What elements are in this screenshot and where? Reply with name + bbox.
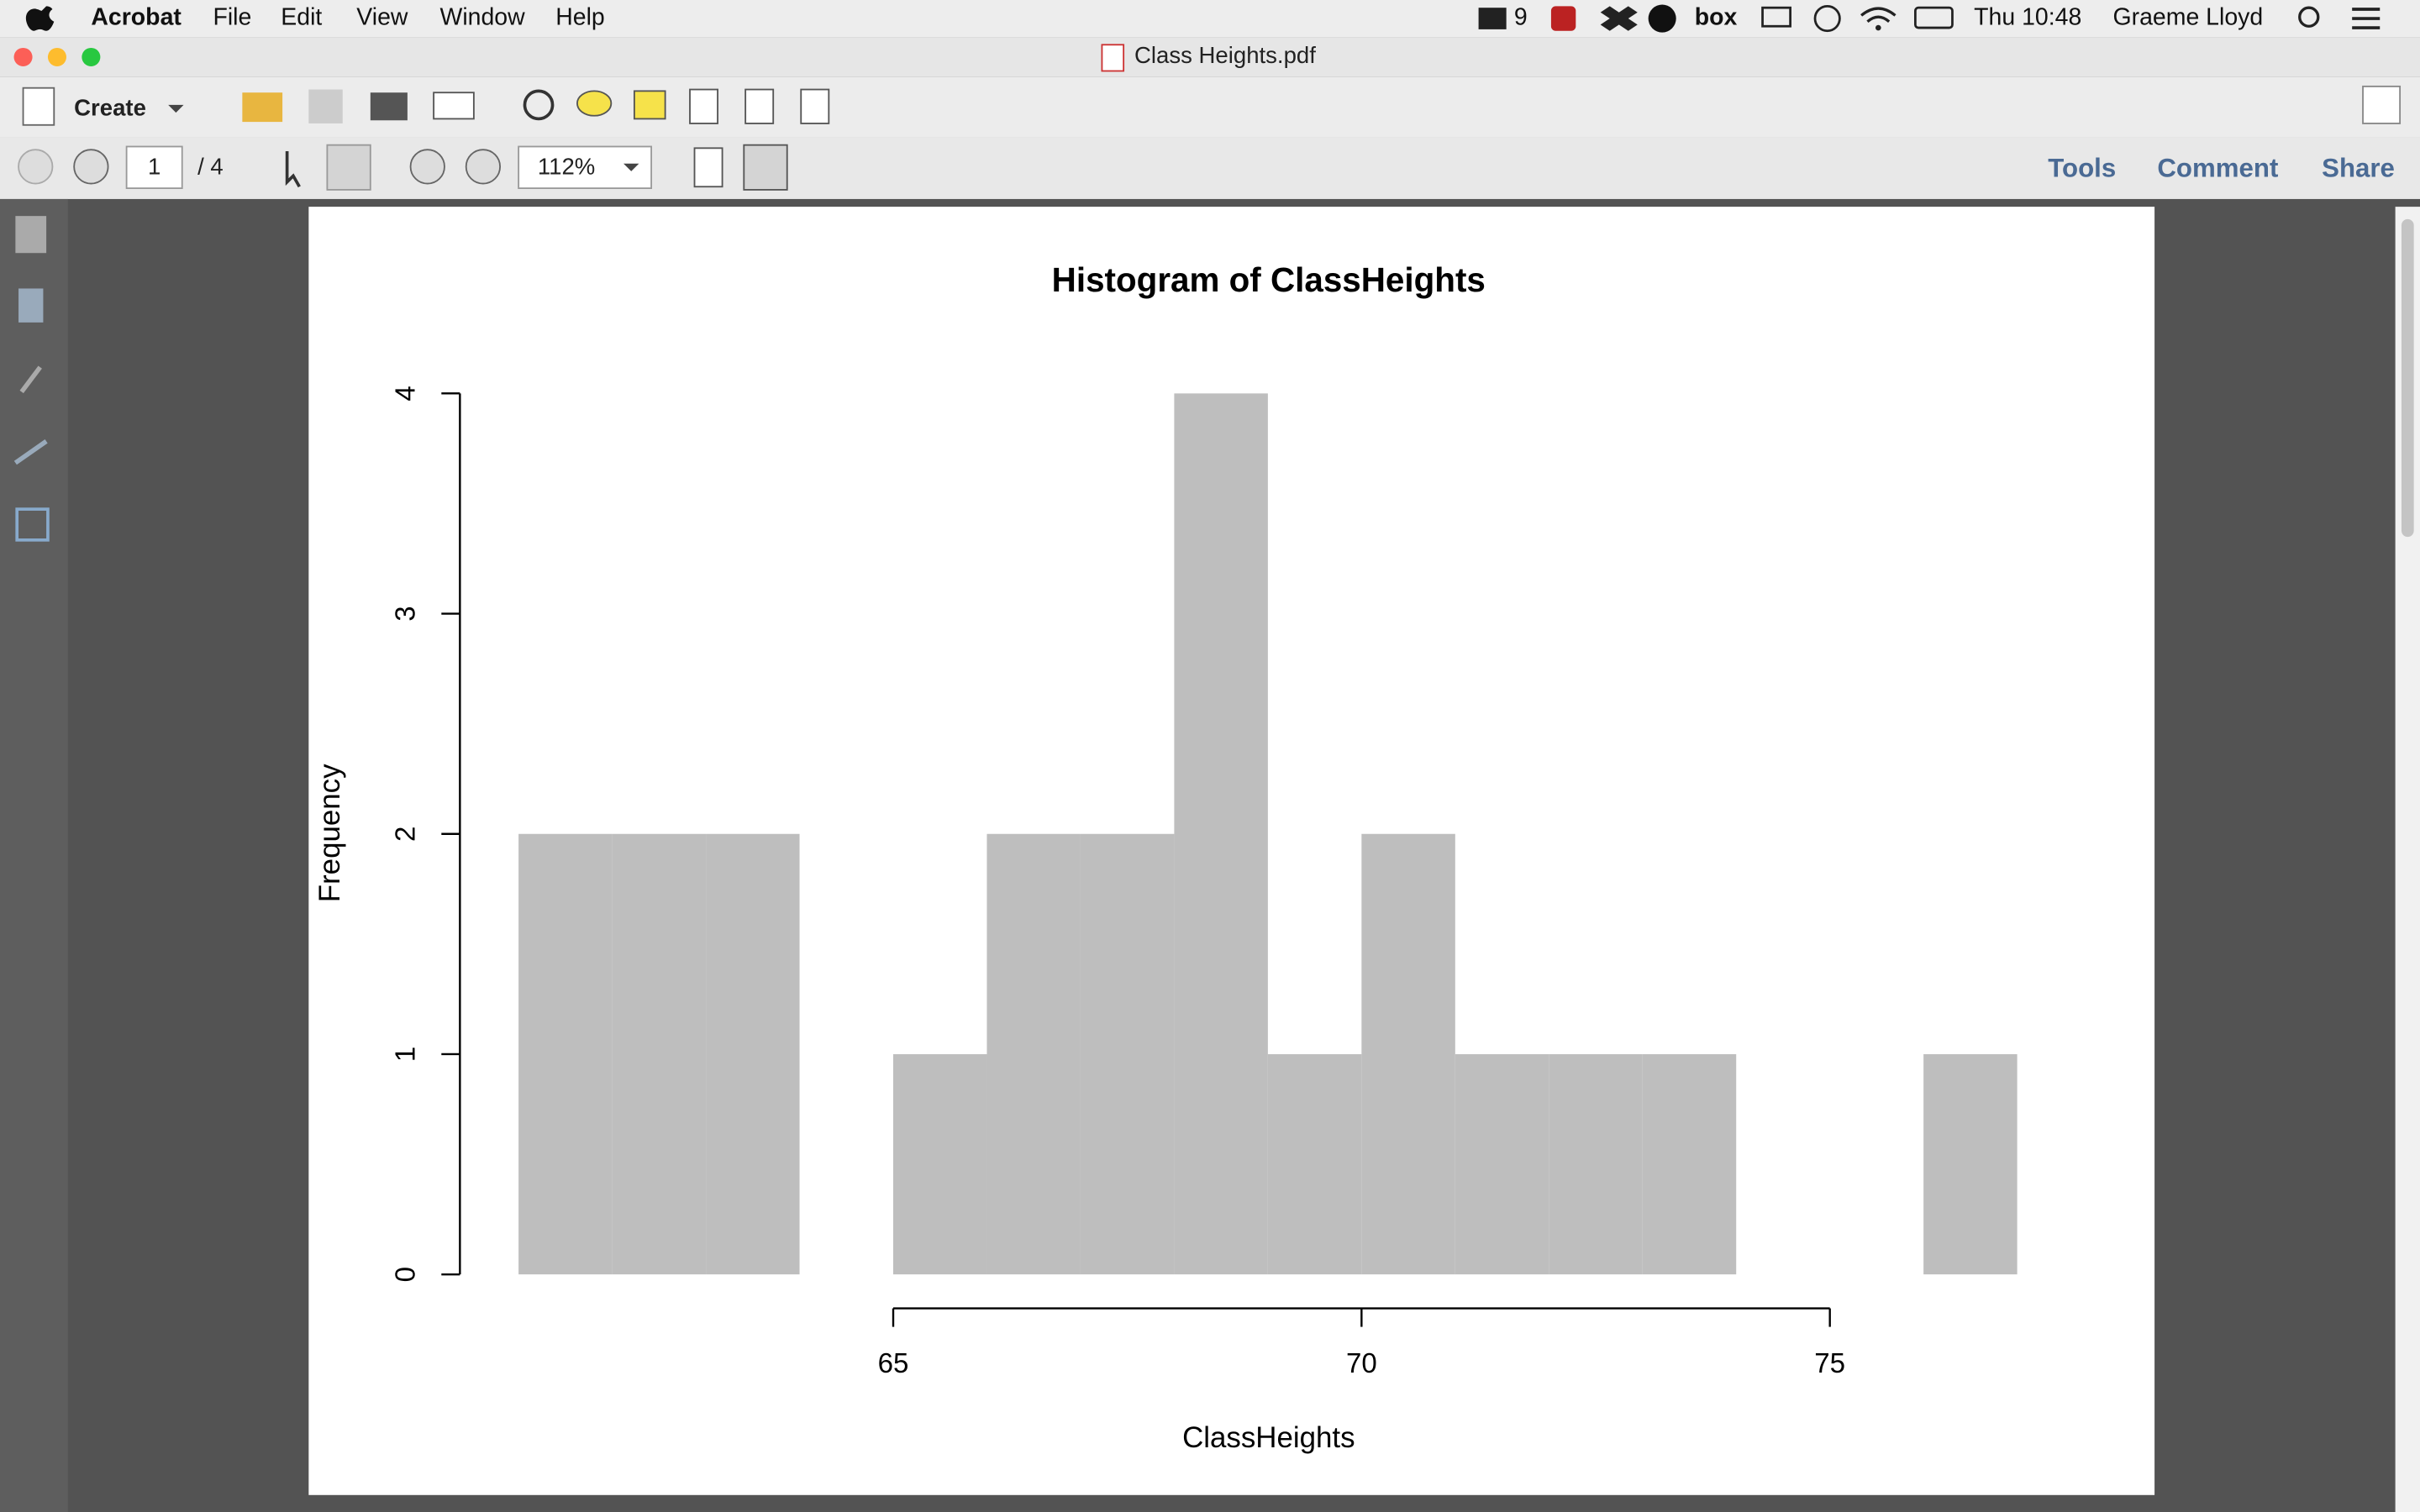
wifi-icon[interactable] (1876, 24, 1881, 31)
zoom-in[interactable] (465, 149, 502, 185)
pages-button[interactable] (15, 216, 47, 254)
y-tick-label: 2 (391, 827, 422, 842)
email-button[interactable] (433, 92, 475, 120)
toolbar (0, 137, 2420, 199)
send-button[interactable] (800, 88, 830, 124)
zoom-button[interactable] (82, 47, 101, 66)
create-icon[interactable] (22, 87, 55, 126)
title-bar (0, 37, 2420, 77)
close-button[interactable] (13, 47, 33, 66)
x-tick-label: 70 (1346, 1348, 1377, 1379)
histogram-bar (986, 833, 1081, 1275)
comment-tab[interactable]: Comment (2157, 153, 2279, 182)
print-button[interactable] (370, 92, 408, 121)
adobe-icon[interactable] (1478, 8, 1507, 29)
y-tick-label: 4 (391, 386, 422, 401)
menu-item[interactable]: Help (555, 4, 605, 31)
zoom-out[interactable] (409, 149, 445, 185)
apple-menu[interactable] (25, 6, 55, 31)
pdf-icon (1101, 44, 1125, 72)
histogram-bar (1174, 393, 1268, 1275)
histogram-bar (1080, 833, 1175, 1275)
zoom-value[interactable]: 112% (538, 153, 595, 179)
toolbar (0, 76, 2420, 138)
y-tick-label: 1 (391, 1047, 422, 1062)
histogram-bar (1923, 1053, 2018, 1275)
page-number[interactable]: 1 (148, 153, 160, 179)
histogram-bar (1361, 833, 1455, 1275)
wifi-icon[interactable] (1860, 7, 1897, 24)
attachments-button[interactable] (19, 365, 42, 394)
status-adobe[interactable]: 9 (1514, 4, 1528, 31)
x-tick-label: 65 (878, 1348, 909, 1379)
menu-item[interactable]: View (356, 4, 408, 31)
histogram-bar (1642, 1053, 1737, 1275)
histogram-bar (1455, 1053, 1549, 1275)
window-title: Class Heights.pdf (1134, 42, 1316, 68)
y-tick-label: 3 (391, 606, 422, 621)
fit-page[interactable] (693, 147, 723, 188)
menu-item[interactable]: Window (439, 4, 525, 31)
create-button[interactable]: Create (74, 95, 146, 121)
histogram-bar (893, 1053, 987, 1275)
create-dropdown[interactable] (168, 104, 184, 113)
timemachine-icon[interactable] (1813, 4, 1841, 33)
y-tick-label: 0 (391, 1267, 422, 1282)
comment-button[interactable] (576, 90, 613, 117)
fit-width[interactable] (743, 144, 788, 191)
scroll-thumb[interactable] (2401, 218, 2414, 538)
fullscreen-button[interactable] (2362, 85, 2402, 124)
box-icon[interactable]: box (1695, 4, 1738, 31)
navigation-pane (0, 198, 68, 1512)
settings-button[interactable] (523, 89, 555, 121)
select-tool[interactable] (285, 151, 301, 188)
dropbox-icon[interactable] (1600, 6, 1638, 31)
hand-tool[interactable] (326, 144, 371, 191)
notification-center[interactable] (2352, 8, 2381, 29)
x-tick-label: 75 (1814, 1348, 1845, 1379)
histogram-bar (518, 833, 613, 1275)
page-total: / 4 (197, 153, 224, 179)
battery-icon[interactable] (1914, 6, 1954, 29)
layers-button[interactable] (15, 507, 50, 542)
zoom-dropdown[interactable] (623, 163, 639, 171)
histogram-bar (1267, 1053, 1362, 1275)
page-field[interactable] (125, 145, 183, 189)
redact-button[interactable] (689, 88, 718, 124)
histogram-bar (706, 833, 800, 1275)
y-axis-label: Frequency (313, 764, 346, 902)
tools-tab[interactable]: Tools (2048, 153, 2116, 182)
share-tab[interactable]: Share (2322, 153, 2395, 182)
signatures-button[interactable] (13, 439, 48, 465)
text-button[interactable] (633, 90, 666, 120)
clock[interactable]: Thu 10:48 (1974, 4, 2081, 31)
status-icon[interactable] (1648, 4, 1676, 33)
spotlight[interactable] (2298, 6, 2320, 28)
menu-item[interactable]: Edit (281, 4, 322, 31)
user-name[interactable]: Graeme Lloyd (2112, 4, 2263, 31)
menu-item[interactable]: File (213, 4, 251, 31)
prev-page[interactable] (18, 149, 54, 185)
histogram: Histogram of ClassHeights ClassHeights F… (313, 260, 2018, 1454)
histogram-bar (1549, 1053, 1643, 1275)
histogram-bar (612, 833, 707, 1275)
open-button[interactable] (242, 92, 283, 123)
chart-title: Histogram of ClassHeights (1052, 260, 1486, 299)
export-button[interactable] (744, 88, 775, 124)
save-button[interactable] (308, 89, 343, 123)
menu-bar (0, 0, 2420, 38)
airplay-icon[interactable] (1761, 6, 1791, 28)
minimize-button[interactable] (47, 47, 66, 66)
next-page[interactable] (73, 149, 109, 185)
app-menu[interactable]: Acrobat (91, 4, 182, 31)
status-icon[interactable] (1550, 6, 1576, 31)
x-axis-label: ClassHeights (1182, 1421, 1355, 1454)
bookmarks-button[interactable] (18, 288, 44, 323)
